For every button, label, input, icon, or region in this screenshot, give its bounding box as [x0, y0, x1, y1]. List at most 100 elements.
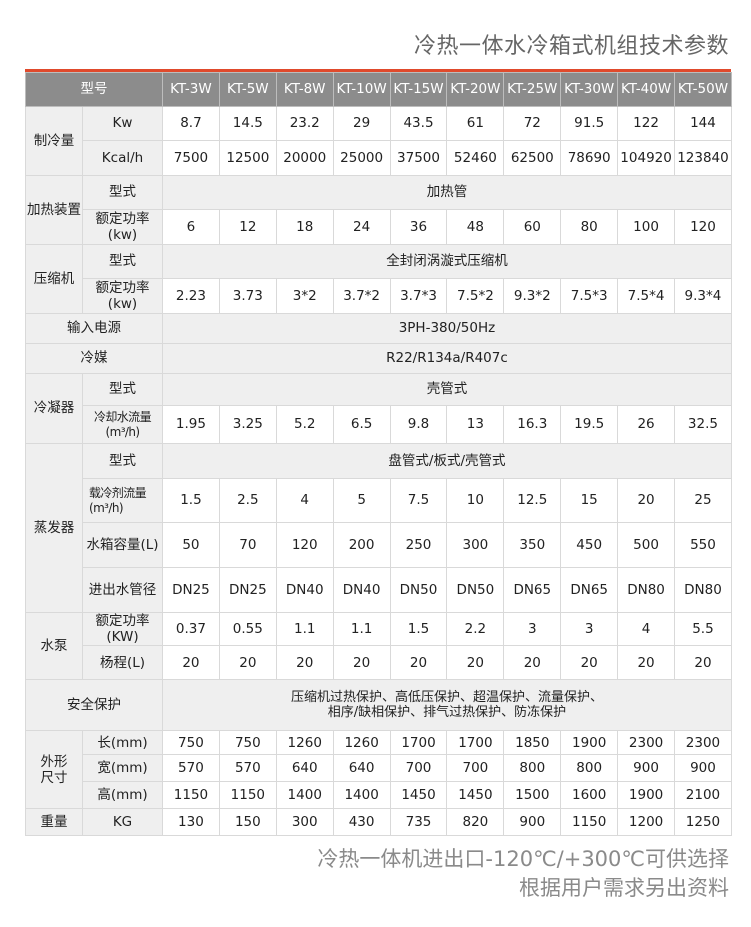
cell-value: 20: [218, 645, 277, 681]
cell-value: 570: [218, 754, 277, 783]
cell-value: 1700: [446, 730, 505, 756]
row-label: 高(mm): [82, 781, 163, 810]
cell-value: 20: [275, 645, 334, 681]
cell-value: 3.7*2: [332, 278, 391, 314]
table-row: 水箱容量(L) 50 70 120 200 250 300 350 450 500 550: [26, 522, 732, 568]
cell-value: 1260: [332, 730, 391, 756]
cell-value: 450: [560, 522, 619, 568]
cell-value: 1900: [560, 730, 619, 756]
cell-value: 23.2: [275, 106, 334, 141]
table-row: 进出水管径 DN25 DN25 DN40 DN40 DN50 DN50 DN65 DN65 DN8…: [26, 567, 732, 613]
cell-value: 5: [332, 478, 391, 523]
cell-value: 1.5: [162, 478, 220, 523]
cell-value: 150: [218, 808, 277, 837]
cell-value: 8.7: [162, 106, 220, 141]
cell-value: 640: [332, 754, 391, 783]
header-row: 型号 KT-3W KT-5W KT-8W KT-10W KT-15W KT-20W KT-25…: [25, 72, 732, 107]
cell-value: 800: [503, 754, 562, 783]
table-row: Kcal/h 7500 12500 20000 25000 37500 52460 62500…: [26, 140, 732, 176]
cell-value: 13: [446, 405, 505, 444]
cell-value: 78690: [560, 140, 619, 176]
cell-value: 50: [162, 522, 220, 568]
cell-value: 70: [218, 522, 277, 568]
table-row: 输入电源 3PH-380/50Hz: [25, 313, 732, 344]
cell-value: 2.23: [162, 278, 220, 314]
cell-value: 1450: [389, 781, 448, 810]
section-label: 安全保护: [25, 679, 163, 732]
cell-value: 2.5: [218, 478, 277, 523]
cell-value: 1450: [446, 781, 505, 810]
cell-value: 120: [275, 522, 334, 568]
cell-value: DN80: [617, 567, 676, 613]
page-title: 冷热一体水冷箱式机组技术参数: [413, 34, 729, 59]
cell-value: DN25: [162, 567, 220, 613]
header-model: KT-8W: [275, 72, 334, 107]
cell-value: 52460: [446, 140, 505, 176]
cell-value: 29: [332, 106, 391, 141]
cell-value: 144: [674, 106, 732, 141]
cell-value: 2100: [674, 781, 732, 810]
table-row: 外形尺寸 长(mm) 750 750 1260 1260 1700 1700 1850 1900 2…: [25, 730, 732, 810]
cell-value: 1150: [560, 808, 619, 837]
cell-value: 735: [389, 808, 448, 837]
cell-value: 1.95: [162, 405, 220, 444]
cell-value: 122: [617, 106, 676, 141]
cell-value: 32.5: [674, 405, 732, 444]
section-label: 冷媒: [25, 343, 163, 374]
cell-value: 200: [332, 522, 391, 568]
cell-value: 5.5: [674, 611, 732, 647]
cell-value: 14.5: [218, 106, 277, 141]
cell-value: 750: [218, 730, 277, 756]
row-label: 额定功率(kw): [82, 278, 163, 314]
table-row: 制冷量 Kw 8.7 14.5 23.2 29 43.5 61 72 91.5 122 144: [25, 106, 732, 176]
merged-value: 压缩机过热保护、高低压保护、超温保护、流量保护、 相序/缺相保护、排气过热保护、防…: [162, 679, 732, 732]
cell-value: 4: [275, 478, 334, 523]
row-label: 额定功率(kw): [82, 209, 163, 245]
table-row: 宽(mm) 570 570 640 640 700 700 800 800 900 900: [26, 754, 732, 783]
row-label: 型式: [82, 443, 163, 479]
cell-value: 36: [389, 209, 448, 245]
cell-value: 570: [162, 754, 220, 783]
cell-value: 9.3*2: [503, 278, 562, 314]
cell-value: 1400: [275, 781, 334, 810]
section-label: 外形尺寸: [25, 730, 83, 810]
section-label: 加热装置: [25, 175, 83, 245]
row-label: 型式: [82, 373, 163, 406]
row-label: 进出水管径: [82, 567, 163, 613]
merged-value: 壳管式: [162, 373, 732, 406]
cell-value: 6.5: [332, 405, 391, 444]
cell-value: 0.55: [218, 611, 277, 647]
row-label: 额定功率(KW): [82, 611, 163, 647]
cell-value: 300: [446, 522, 505, 568]
cell-value: 1400: [332, 781, 391, 810]
cell-value: 72: [503, 106, 562, 141]
cell-value: 2.2: [446, 611, 505, 647]
cell-value: 15: [560, 478, 619, 523]
cell-value: DN65: [503, 567, 562, 613]
spec-table: 型号 KT-3W KT-5W KT-8W KT-10W KT-15W KT-20W KT-25…: [25, 72, 732, 837]
cell-value: 800: [560, 754, 619, 783]
cell-value: 1150: [162, 781, 220, 810]
cell-value: 3*2: [275, 278, 334, 314]
cell-value: 7.5*2: [446, 278, 505, 314]
cell-value: 100: [617, 209, 676, 245]
cell-value: 20: [674, 645, 732, 681]
cell-value: 130: [162, 808, 220, 837]
table-row: 冷凝器 型式 壳管式: [25, 373, 732, 444]
cell-value: 18: [275, 209, 334, 245]
table-row: 安全保护 压缩机过热保护、高低压保护、超温保护、流量保护、 相序/缺相保护、排气过热…: [25, 679, 732, 732]
cell-value: 900: [674, 754, 732, 783]
cell-value: 48: [446, 209, 505, 245]
section-label: 压缩机: [25, 244, 83, 314]
cell-value: 640: [275, 754, 334, 783]
row-label: 水箱容量(L): [82, 522, 163, 568]
cell-value: 1850: [503, 730, 562, 756]
header-model: KT-25W: [503, 72, 562, 107]
table-row: 压缩机 型式 全封闭涡漩式压缩机: [25, 244, 732, 314]
spec-table-wrapper: 型号 KT-3W KT-5W KT-8W KT-10W KT-15W KT-20W KT-25…: [25, 69, 732, 837]
cell-value: DN65: [560, 567, 619, 613]
cell-value: 350: [503, 522, 562, 568]
merged-value: R22/R134a/R407c: [162, 343, 732, 374]
merged-line: 压缩机过热保护、高低压保护、超温保护、流量保护、: [290, 689, 603, 705]
row-label: 型式: [82, 175, 163, 210]
